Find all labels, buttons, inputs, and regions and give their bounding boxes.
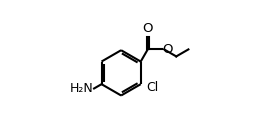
Text: O: O [162, 43, 173, 56]
Text: O: O [143, 23, 153, 36]
Text: Cl: Cl [146, 81, 158, 94]
Text: H₂N: H₂N [70, 82, 93, 95]
